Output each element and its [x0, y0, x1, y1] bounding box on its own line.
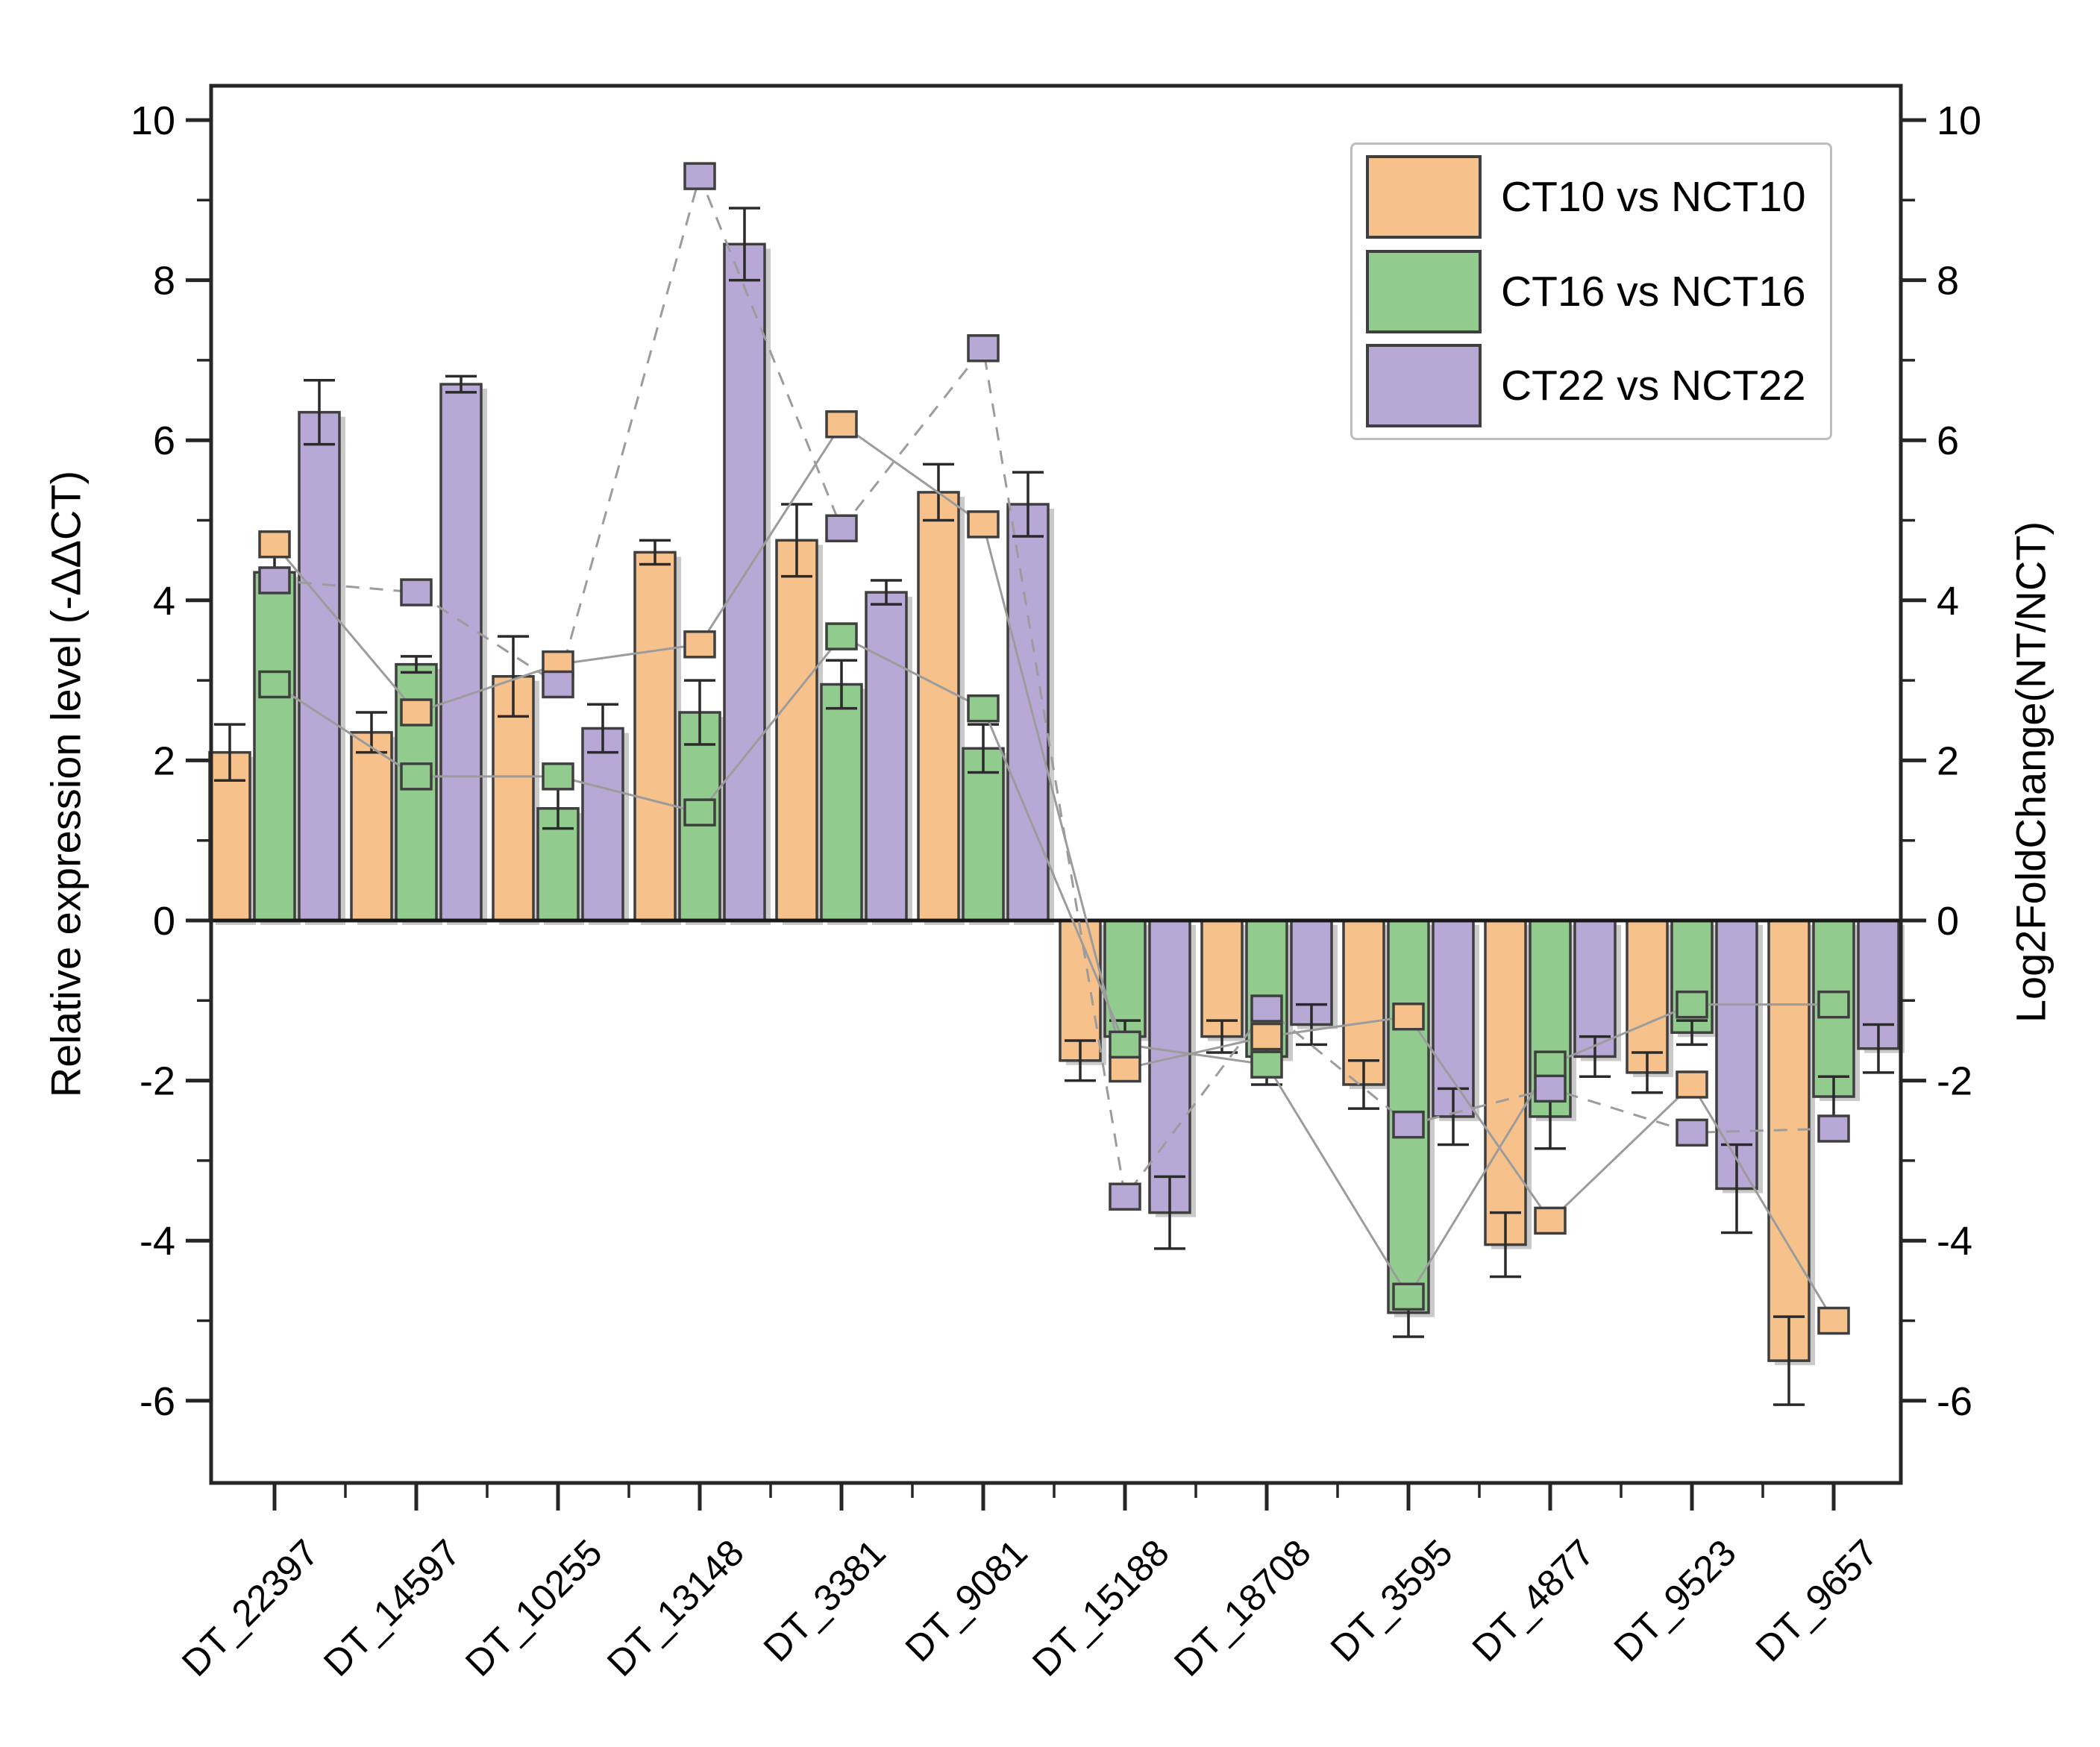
right-tick-label-0: 0 — [1937, 899, 1959, 944]
log2fc-marker-1-DT_22397 — [258, 670, 291, 699]
bar-CT22vsNCT22-DT_15188 — [1148, 919, 1191, 1214]
bar-CT22vsNCT22-DT_14597 — [439, 383, 483, 922]
bar-CT22vsNCT22-DT_9081 — [1006, 503, 1050, 922]
right-tick-label-2: 2 — [1937, 738, 1959, 783]
legend-row-ct16: CT16 vs NCT16 — [1366, 249, 1817, 333]
log2fc-marker-1-DT_13148 — [683, 798, 716, 827]
legend-label-ct10: CT10 vs NCT10 — [1501, 173, 1806, 222]
log2fc-marker-2-DT_13148 — [683, 162, 716, 190]
bar-CT16vsNCT16-DT_22397 — [253, 571, 296, 922]
left-tick-label-4: 4 — [153, 579, 175, 624]
legend-row-ct22: CT22 vs NCT22 — [1366, 343, 1817, 427]
bar-CT10vsNCT10-DT_3381 — [775, 539, 818, 922]
right-axis-title: Log2FoldChange(NT/NCT) — [2007, 521, 2054, 1023]
log2fc-marker-1-DT_14597 — [400, 762, 433, 791]
legend-swatch-ct10 — [1366, 155, 1482, 239]
left-tick-label-0: 0 — [153, 899, 175, 944]
left-tick-label-10: 10 — [131, 98, 175, 143]
log2fc-marker-1-DT_10255 — [542, 762, 574, 791]
bar-CT22vsNCT22-DT_22397 — [298, 410, 341, 922]
left-tick-label-2: 2 — [153, 738, 175, 783]
log2fc-marker-2-DT_9657 — [1817, 1114, 1850, 1143]
log2fc-marker-1-DT_15188 — [1109, 1030, 1141, 1059]
log2fc-marker-2-DT_9523 — [1676, 1118, 1708, 1147]
right-tick-label-10: 10 — [1937, 98, 1981, 143]
log2fc-marker-1-DT_3381 — [825, 622, 858, 650]
bar-CT22vsNCT22-DT_13148 — [723, 242, 766, 922]
log2fc-marker-2-DT_3381 — [825, 514, 858, 542]
log2fc-marker-0-DT_4877 — [1534, 1206, 1567, 1235]
legend-label-ct16: CT16 vs NCT16 — [1501, 267, 1806, 316]
legend-swatch-ct22 — [1366, 343, 1482, 427]
bar-CT10vsNCT10-DT_9657 — [1767, 919, 1811, 1362]
right-tick-label-4: 4 — [1937, 579, 1959, 624]
log2fc-marker-1-DT_9657 — [1817, 990, 1850, 1019]
log2fc-marker-2-DT_18708 — [1250, 994, 1283, 1023]
log2fc-marker-0-DT_14597 — [400, 698, 433, 727]
left-tick-label--2: -2 — [140, 1059, 175, 1104]
log2fc-line-2 — [274, 172, 1834, 1199]
log2fc-marker-2-DT_15188 — [1109, 1182, 1141, 1211]
legend-row-ct10: CT10 vs NCT10 — [1366, 155, 1817, 239]
log2fc-marker-1-DT_3595 — [1392, 1282, 1425, 1311]
bar-CT10vsNCT10-DT_9523 — [1626, 919, 1669, 1074]
log2fc-marker-2-DT_3595 — [1392, 1110, 1425, 1139]
left-tick-label-8: 8 — [153, 259, 175, 304]
log2fc-marker-0-DT_9523 — [1676, 1070, 1708, 1099]
log2fc-marker-0-DT_9081 — [967, 510, 1000, 539]
bar-CT16vsNCT16-DT_3381 — [820, 683, 863, 922]
log2fc-marker-2-DT_14597 — [400, 578, 433, 606]
log2fc-marker-1-DT_18708 — [1250, 1050, 1283, 1079]
bar-CT16vsNCT16-DT_9081 — [962, 747, 1005, 922]
log2fc-marker-0-DT_13148 — [683, 630, 716, 659]
right-tick-label--2: -2 — [1937, 1059, 1972, 1104]
log2fc-marker-1-DT_4877 — [1534, 1050, 1567, 1079]
log2fc-marker-2-DT_10255 — [542, 670, 574, 699]
log2fc-marker-2-DT_4877 — [1534, 1074, 1567, 1103]
log2fc-marker-0-DT_15188 — [1109, 1054, 1141, 1083]
log2fc-line-0 — [273, 422, 1835, 1322]
log2fc-marker-2-DT_9081 — [967, 334, 1000, 363]
log2fc-marker-0-DT_3381 — [825, 410, 858, 439]
log2fc-marker-2-DT_22397 — [258, 566, 291, 595]
bar-CT10vsNCT10-DT_4877 — [1484, 919, 1527, 1246]
right-tick-label-8: 8 — [1937, 259, 1959, 304]
right-tick-label-6: 6 — [1937, 418, 1959, 463]
bar-CT22vsNCT22-DT_3595 — [1432, 919, 1475, 1118]
log2fc-marker-1-DT_9081 — [967, 694, 1000, 723]
bar-CT10vsNCT10-DT_14597 — [350, 731, 393, 922]
bar-CT16vsNCT16-DT_15188 — [1103, 919, 1147, 1038]
log2fc-line-1 — [274, 635, 1834, 1299]
left-tick-label--6: -6 — [140, 1379, 175, 1424]
left-axis-title: Relative expression level (-ΔΔCT) — [42, 470, 90, 1098]
right-tick-label--6: -6 — [1937, 1379, 1972, 1424]
bar-CT10vsNCT10-DT_18708 — [1200, 919, 1244, 1038]
left-tick-label-6: 6 — [153, 418, 175, 463]
log2fc-marker-1-DT_9523 — [1676, 990, 1708, 1019]
log2fc-marker-0-DT_9657 — [1817, 1306, 1850, 1335]
bar-CT10vsNCT10-DT_9081 — [917, 491, 960, 922]
legend: CT10 vs NCT10 CT16 vs NCT16 CT22 vs NCT2… — [1350, 142, 1832, 440]
log2fc-marker-0-DT_3595 — [1392, 1003, 1425, 1031]
log2fc-marker-0-DT_22397 — [258, 530, 291, 559]
left-tick-label--4: -4 — [140, 1219, 175, 1264]
bar-CT10vsNCT10-DT_13148 — [633, 551, 677, 922]
bar-CT22vsNCT22-DT_10255 — [581, 727, 624, 922]
log2fc-marker-0-DT_18708 — [1250, 1022, 1283, 1051]
plot-frame — [209, 84, 1903, 1485]
right-tick-label--4: -4 — [1937, 1219, 1972, 1264]
bar-CT22vsNCT22-DT_3381 — [865, 591, 908, 922]
legend-label-ct22: CT22 vs NCT22 — [1501, 361, 1806, 410]
legend-swatch-ct16 — [1366, 249, 1482, 333]
